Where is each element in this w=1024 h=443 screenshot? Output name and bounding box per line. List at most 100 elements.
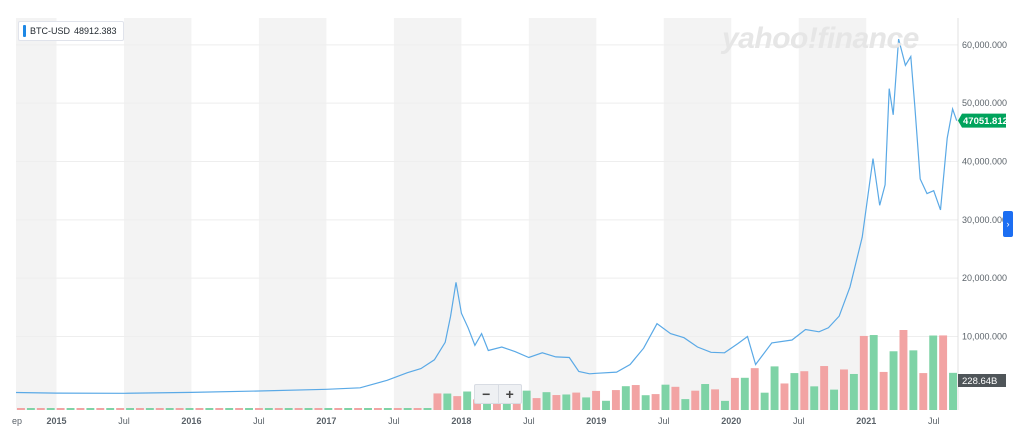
volume-bar <box>800 371 809 410</box>
volume-bar <box>681 399 690 410</box>
x-tick-label: Jul <box>793 416 805 426</box>
zoom-in-button[interactable]: + <box>497 385 522 403</box>
x-tick-label: 2019 <box>586 416 606 426</box>
volume-bar <box>721 400 729 410</box>
volume-bar <box>592 390 601 410</box>
x-tick-label: ep <box>12 416 22 426</box>
volume-bar <box>889 351 898 410</box>
volume-tag <box>958 374 1006 387</box>
volume-bar <box>849 373 858 410</box>
year-band <box>16 18 57 410</box>
volume-bar <box>780 383 789 410</box>
volume-bar <box>76 408 85 410</box>
volume-bar <box>711 389 720 410</box>
scroll-right-button[interactable]: › <box>1003 211 1013 237</box>
volume-bar <box>46 408 55 410</box>
volume-bar <box>66 408 75 410</box>
volume-bar <box>671 386 680 410</box>
volume-bar <box>235 408 244 410</box>
volume-bar <box>195 408 204 410</box>
volume-bar <box>245 408 253 410</box>
volume-bar <box>602 400 610 410</box>
volume-bar <box>264 408 273 410</box>
volume-bar <box>512 401 521 410</box>
volume-bar <box>820 366 829 410</box>
volume-bar <box>373 408 382 410</box>
zoom-out-button[interactable]: − <box>482 386 491 402</box>
volume-bar <box>17 408 25 410</box>
y-tick-label: 40,000.000 <box>962 157 1007 167</box>
volume-bar <box>294 408 303 410</box>
year-band <box>528 18 597 410</box>
volume-bar <box>56 408 65 410</box>
volume-bar <box>473 399 482 410</box>
volume-bar <box>354 408 363 410</box>
last-price-label: 47051.812 <box>963 116 1008 127</box>
volume-bar <box>899 330 908 410</box>
volume-bar <box>175 408 184 410</box>
volume-bar <box>939 335 948 410</box>
volume-bar <box>135 408 144 410</box>
volume-bar <box>215 408 224 410</box>
volume-bar <box>532 398 541 410</box>
volume-bar <box>86 408 95 410</box>
volume-bar <box>96 408 105 410</box>
volume-bar <box>36 408 45 410</box>
x-tick-label: Jul <box>118 416 130 426</box>
volume-bar <box>909 350 918 410</box>
volume-bar <box>274 408 283 410</box>
volume-label: 228.64B <box>962 376 997 387</box>
x-tick-label: 2021 <box>856 416 876 426</box>
volume-bar <box>403 408 412 410</box>
volume-bar <box>869 335 878 410</box>
volume-bar <box>185 408 194 410</box>
x-tick-label: Jul <box>253 416 265 426</box>
volume-bar <box>165 408 174 410</box>
volume-bar <box>572 392 581 410</box>
chevron-right-icon: › <box>1006 219 1010 229</box>
price-line <box>15 38 958 394</box>
year-band <box>258 18 327 410</box>
volume-bar <box>443 393 452 410</box>
volume-bar <box>393 408 402 410</box>
volume-bar <box>651 394 660 410</box>
volume-bar <box>730 377 739 410</box>
x-tick-label: 2015 <box>46 416 66 426</box>
yahoo-finance-logo: yahoo!finance <box>722 22 919 55</box>
volume-bar <box>840 369 848 410</box>
volume-bar <box>949 372 957 410</box>
year-band <box>393 18 462 410</box>
volume-bar <box>552 395 561 410</box>
y-tick-label: 10,000.000 <box>962 332 1007 342</box>
volume-bar <box>562 394 571 410</box>
volume-bar <box>929 335 938 410</box>
volume-bar <box>26 408 35 410</box>
zoom-controls: − + <box>474 384 522 404</box>
legend-symbol: BTC-USD <box>30 26 70 36</box>
volume-bar <box>413 408 422 410</box>
y-tick-label: 50,000.000 <box>962 98 1007 108</box>
x-tick-label: 2016 <box>181 416 201 426</box>
legend: BTC-USD 48912.383 <box>18 21 124 41</box>
volume-bar <box>750 368 759 410</box>
volume-bar <box>522 390 531 410</box>
volume-bar <box>383 408 392 410</box>
volume-bar <box>453 396 462 410</box>
volume-bar <box>324 408 333 410</box>
volume-bar <box>830 389 839 410</box>
y-tick-label: 30,000.000 <box>962 215 1007 225</box>
volume-bar <box>810 386 819 410</box>
y-tick-label: 20,000.000 <box>962 273 1007 283</box>
volume-bar <box>582 397 591 410</box>
volume-bar <box>364 408 372 410</box>
year-band <box>663 18 732 410</box>
volume-bar <box>542 392 551 410</box>
volume-bar <box>621 386 630 410</box>
volume-bar <box>254 408 263 410</box>
year-band <box>123 18 192 410</box>
volume-bar <box>116 408 125 410</box>
legend-value: 48912.383 <box>74 26 117 36</box>
x-tick-label: Jul <box>388 416 400 426</box>
